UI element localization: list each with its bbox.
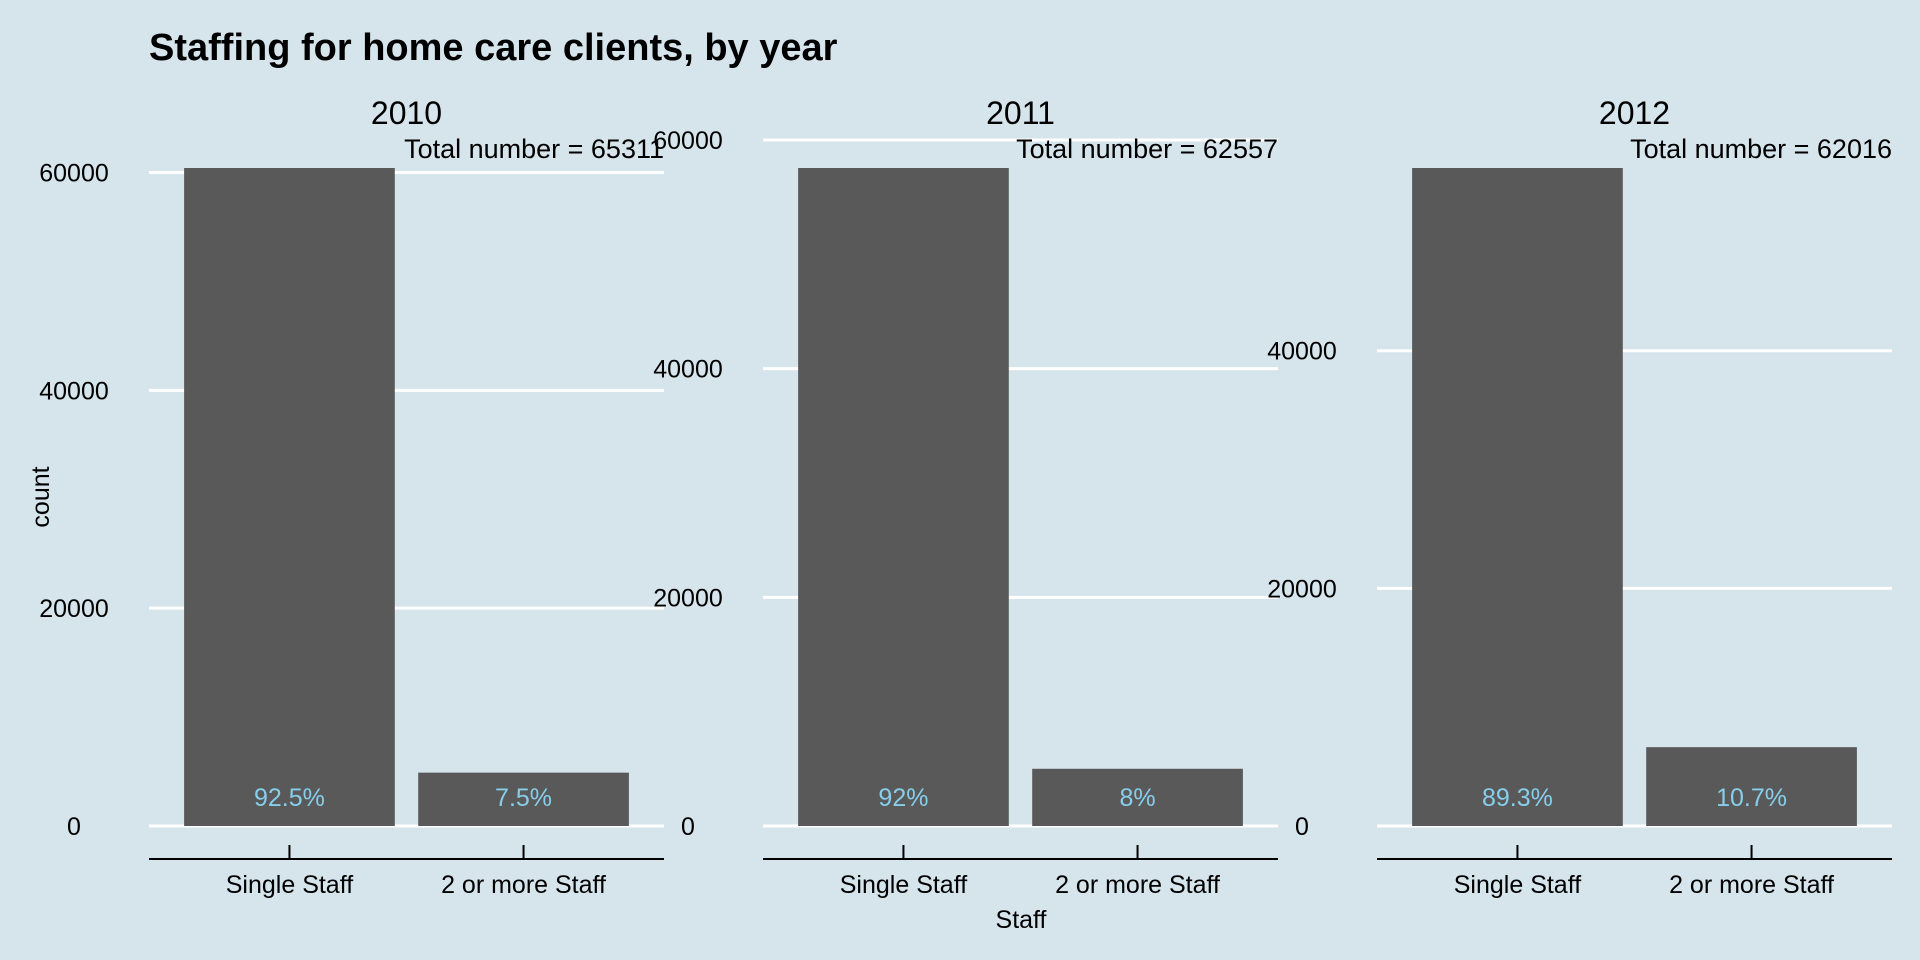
bar-single-staff	[1412, 168, 1623, 826]
x-axis-label: Staff	[996, 906, 1047, 934]
bar-single-staff	[798, 168, 1009, 826]
y-tick-label: 0	[67, 813, 81, 841]
x-tick-label: Single Staff	[226, 871, 353, 899]
percent-label: 8%	[1119, 784, 1155, 812]
y-tick-label: 20000	[1267, 575, 1337, 603]
bar-two-or-more-staff	[1646, 747, 1857, 826]
x-tick-label: 2 or more Staff	[441, 871, 606, 899]
y-tick-label: 60000	[653, 127, 723, 155]
total-annotation: Total number = 62016	[1630, 134, 1892, 164]
facet-panel-2010: 0 20000 40000 60000 92.5% Single Staff 7.5% 2 o…	[39, 95, 664, 899]
bar-two-or-more-staff	[1032, 768, 1243, 826]
facet-title: 2011	[986, 95, 1055, 131]
y-tick-label: 60000	[39, 159, 109, 187]
x-tick-label: Single Staff	[1454, 871, 1581, 899]
percent-label: 7.5%	[495, 784, 552, 812]
facet-panel-2012: 0 20000 40000 89.3% Single Staff 10.7% 2 or mo…	[1267, 95, 1892, 899]
y-tick-label: 20000	[653, 584, 723, 612]
y-tick-label: 40000	[1267, 338, 1337, 366]
x-tick-label: 2 or more Staff	[1669, 871, 1834, 899]
facet-title: 2010	[371, 95, 442, 131]
x-tick-label: 2 or more Staff	[1055, 871, 1220, 899]
y-tick-label: 40000	[39, 377, 109, 405]
percent-label: 92.5%	[254, 784, 325, 812]
percent-label: 10.7%	[1716, 784, 1787, 812]
total-annotation: Total number = 62557	[1016, 134, 1278, 164]
x-tick-label: Single Staff	[840, 871, 967, 899]
bar-single-staff	[184, 168, 395, 826]
y-tick-label: 40000	[653, 356, 723, 384]
y-tick-label: 0	[1295, 813, 1309, 841]
facet-panel-2011: 0 20000 40000 60000 92% Single Staff 8% 2 or mo…	[653, 95, 1278, 899]
facet-panels: 0 20000 40000 60000 92.5% Single Staff 7.5% 2 o…	[39, 95, 1892, 899]
total-annotation: Total number = 65311	[404, 134, 664, 164]
y-tick-label: 20000	[39, 595, 109, 623]
chart-title: Staffing for home care clients, by year	[149, 27, 838, 69]
y-axis-label: count	[27, 466, 55, 527]
percent-label: 89.3%	[1482, 784, 1553, 812]
y-tick-label: 0	[681, 813, 695, 841]
percent-label: 92%	[878, 784, 928, 812]
facet-title: 2012	[1599, 95, 1670, 131]
bar-two-or-more-staff	[418, 772, 629, 826]
